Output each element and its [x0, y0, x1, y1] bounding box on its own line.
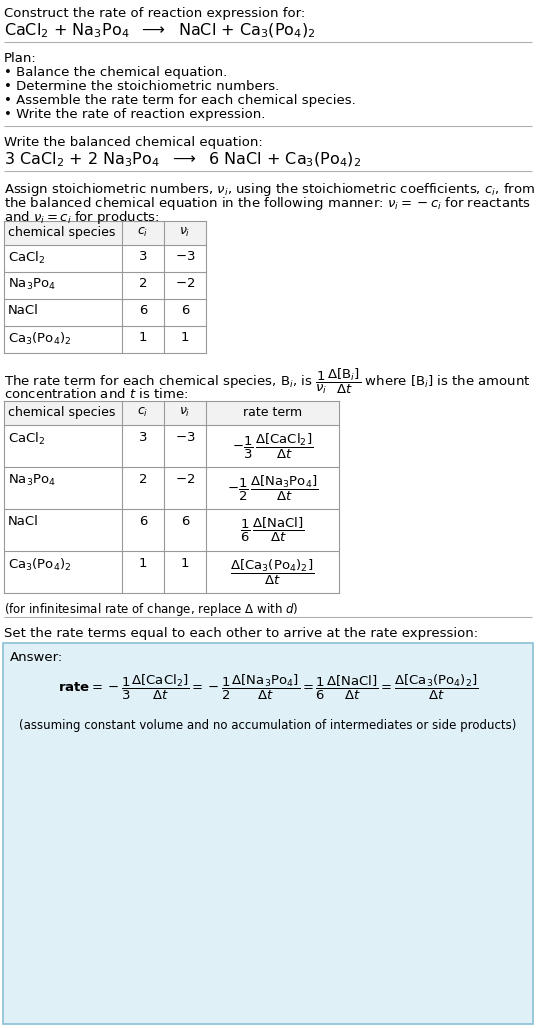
Text: 3 CaCl$_2$ + 2 Na$_3$Po$_4$  $\longrightarrow$  6 NaCl + Ca$_3$(Po$_4$)$_2$: 3 CaCl$_2$ + 2 Na$_3$Po$_4$ $\longrighta… — [4, 151, 361, 170]
Text: Na$_3$Po$_4$: Na$_3$Po$_4$ — [8, 277, 56, 292]
Text: $-3$: $-3$ — [175, 431, 195, 444]
Text: 1: 1 — [139, 557, 147, 570]
Text: CaCl$_2$: CaCl$_2$ — [8, 431, 46, 447]
Text: and $\nu_i = c_i$ for products:: and $\nu_i = c_i$ for products: — [4, 209, 160, 226]
Text: 6: 6 — [139, 515, 147, 528]
Text: • Balance the chemical equation.: • Balance the chemical equation. — [4, 66, 227, 79]
Text: 1: 1 — [181, 557, 189, 570]
Text: 6: 6 — [181, 515, 189, 528]
Text: Answer:: Answer: — [10, 651, 63, 664]
Text: CaCl$_2$ + Na$_3$Po$_4$  $\longrightarrow$  NaCl + Ca$_3$(Po$_4$)$_2$: CaCl$_2$ + Na$_3$Po$_4$ $\longrightarrow… — [4, 22, 316, 40]
Text: $-2$: $-2$ — [175, 473, 195, 486]
Text: (assuming constant volume and no accumulation of intermediates or side products): (assuming constant volume and no accumul… — [19, 719, 517, 732]
Text: $\dfrac{\Delta[\mathrm{Ca_3(Po_4)_2}]}{\Delta t}$: $\dfrac{\Delta[\mathrm{Ca_3(Po_4)_2}]}{\… — [230, 557, 315, 587]
Text: chemical species: chemical species — [8, 406, 115, 419]
Text: the balanced chemical equation in the following manner: $\nu_i = -c_i$ for react: the balanced chemical equation in the fo… — [4, 195, 531, 212]
Text: $\mathbf{rate} = -\dfrac{1}{3}\dfrac{\Delta[\mathrm{CaCl_2}]}{\Delta t} = -\dfra: $\mathbf{rate} = -\dfrac{1}{3}\dfrac{\De… — [58, 673, 478, 702]
Text: Set the rate terms equal to each other to arrive at the rate expression:: Set the rate terms equal to each other t… — [4, 627, 478, 640]
Text: 1: 1 — [181, 331, 189, 344]
Text: CaCl$_2$: CaCl$_2$ — [8, 250, 46, 266]
Text: Construct the rate of reaction expression for:: Construct the rate of reaction expressio… — [4, 7, 305, 20]
Text: Assign stoichiometric numbers, $\nu_i$, using the stoichiometric coefficients, $: Assign stoichiometric numbers, $\nu_i$, … — [4, 181, 535, 198]
Text: 3: 3 — [139, 250, 147, 263]
Text: Ca$_3$(Po$_4$)$_2$: Ca$_3$(Po$_4$)$_2$ — [8, 557, 72, 573]
Bar — [4, 221, 206, 245]
Text: $-\dfrac{1}{3}\,\dfrac{\Delta[\mathrm{CaCl_2}]}{\Delta t}$: $-\dfrac{1}{3}\,\dfrac{\Delta[\mathrm{Ca… — [232, 432, 313, 461]
Text: $c_i$: $c_i$ — [137, 226, 148, 240]
Text: NaCl: NaCl — [8, 304, 39, 317]
Text: $\nu_i$: $\nu_i$ — [180, 406, 191, 419]
Text: 6: 6 — [181, 304, 189, 317]
Text: 1: 1 — [139, 331, 147, 344]
Text: 3: 3 — [139, 431, 147, 444]
Text: $-3$: $-3$ — [175, 250, 195, 263]
Text: Ca$_3$(Po$_4$)$_2$: Ca$_3$(Po$_4$)$_2$ — [8, 331, 72, 347]
Text: • Assemble the rate term for each chemical species.: • Assemble the rate term for each chemic… — [4, 94, 356, 107]
Text: Na$_3$Po$_4$: Na$_3$Po$_4$ — [8, 473, 56, 488]
Text: rate term: rate term — [243, 406, 302, 419]
Text: $-2$: $-2$ — [175, 277, 195, 290]
Text: $-\dfrac{1}{2}\,\dfrac{\Delta[\mathrm{Na_3Po_4}]}{\Delta t}$: $-\dfrac{1}{2}\,\dfrac{\Delta[\mathrm{Na… — [227, 473, 318, 503]
Text: 6: 6 — [139, 304, 147, 317]
Text: 2: 2 — [139, 473, 147, 486]
Text: $\dfrac{1}{6}\,\dfrac{\Delta[\mathrm{NaCl}]}{\Delta t}$: $\dfrac{1}{6}\,\dfrac{\Delta[\mathrm{NaC… — [240, 516, 305, 544]
Text: Write the balanced chemical equation:: Write the balanced chemical equation: — [4, 136, 263, 149]
Text: concentration and $t$ is time:: concentration and $t$ is time: — [4, 387, 188, 401]
Text: • Write the rate of reaction expression.: • Write the rate of reaction expression. — [4, 108, 265, 121]
Text: Plan:: Plan: — [4, 52, 37, 65]
Text: • Determine the stoichiometric numbers.: • Determine the stoichiometric numbers. — [4, 80, 279, 93]
Text: (for infinitesimal rate of change, replace Δ with $d$): (for infinitesimal rate of change, repla… — [4, 601, 299, 618]
Text: The rate term for each chemical species, B$_i$, is $\dfrac{1}{\nu_i}\dfrac{\Delt: The rate term for each chemical species,… — [4, 367, 531, 397]
Bar — [3, 642, 533, 1024]
Text: 2: 2 — [139, 277, 147, 290]
Text: $\nu_i$: $\nu_i$ — [180, 226, 191, 240]
Text: chemical species: chemical species — [8, 226, 115, 238]
Text: NaCl: NaCl — [8, 515, 39, 528]
Bar — [4, 401, 339, 425]
Text: $c_i$: $c_i$ — [137, 406, 148, 419]
